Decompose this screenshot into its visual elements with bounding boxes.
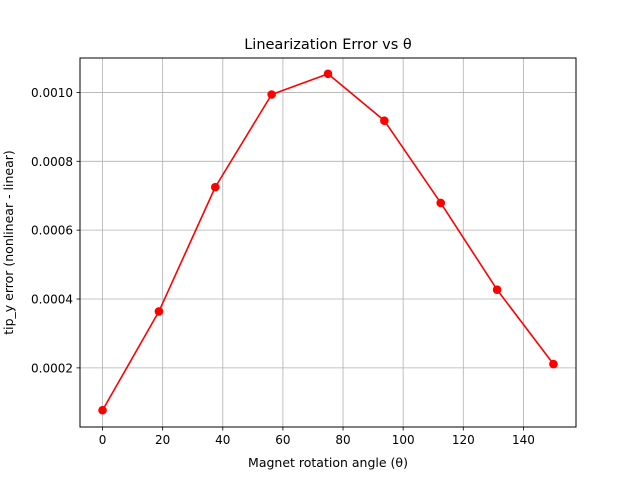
series-layer [98,69,558,415]
plot-frame [79,57,577,428]
data-point [154,307,164,316]
data-point [492,285,502,295]
y-axis-ticks: 0.0002 0.0004 0.0006 0.0008 0.0010 [31,86,80,375]
y-tick-label: 0.0002 [31,361,73,375]
data-point [380,116,389,125]
x-tick-label: 40 [215,433,230,447]
x-tick-label: 140 [512,433,535,447]
data-point [98,405,107,415]
y-axis-label: tip_y error (nonlinear - linear) [1,150,16,335]
data-point [210,182,220,192]
data-point [267,90,276,99]
x-axis-ticks: 0 20 40 60 80 100 120 140 [99,427,535,447]
x-tick-label: 60 [275,433,290,447]
y-tick-label: 0.0004 [31,293,73,307]
y-tick-label: 0.0006 [31,224,73,238]
y-tick-label: 0.0008 [31,155,73,169]
data-point [549,359,558,369]
y-tick-label: 0.0010 [31,86,73,100]
x-tick-label: 0 [99,433,107,447]
x-tick-label: 120 [452,433,475,447]
x-tick-label: 100 [392,433,415,447]
x-tick-label: 80 [335,433,350,447]
x-tick-label: 20 [155,433,170,447]
x-axis-label: Magnet rotation angle (θ) [248,455,408,470]
data-point [436,198,446,208]
grid [80,58,576,427]
data-point [323,69,333,79]
chart-title: Linearization Error vs θ [244,37,412,53]
